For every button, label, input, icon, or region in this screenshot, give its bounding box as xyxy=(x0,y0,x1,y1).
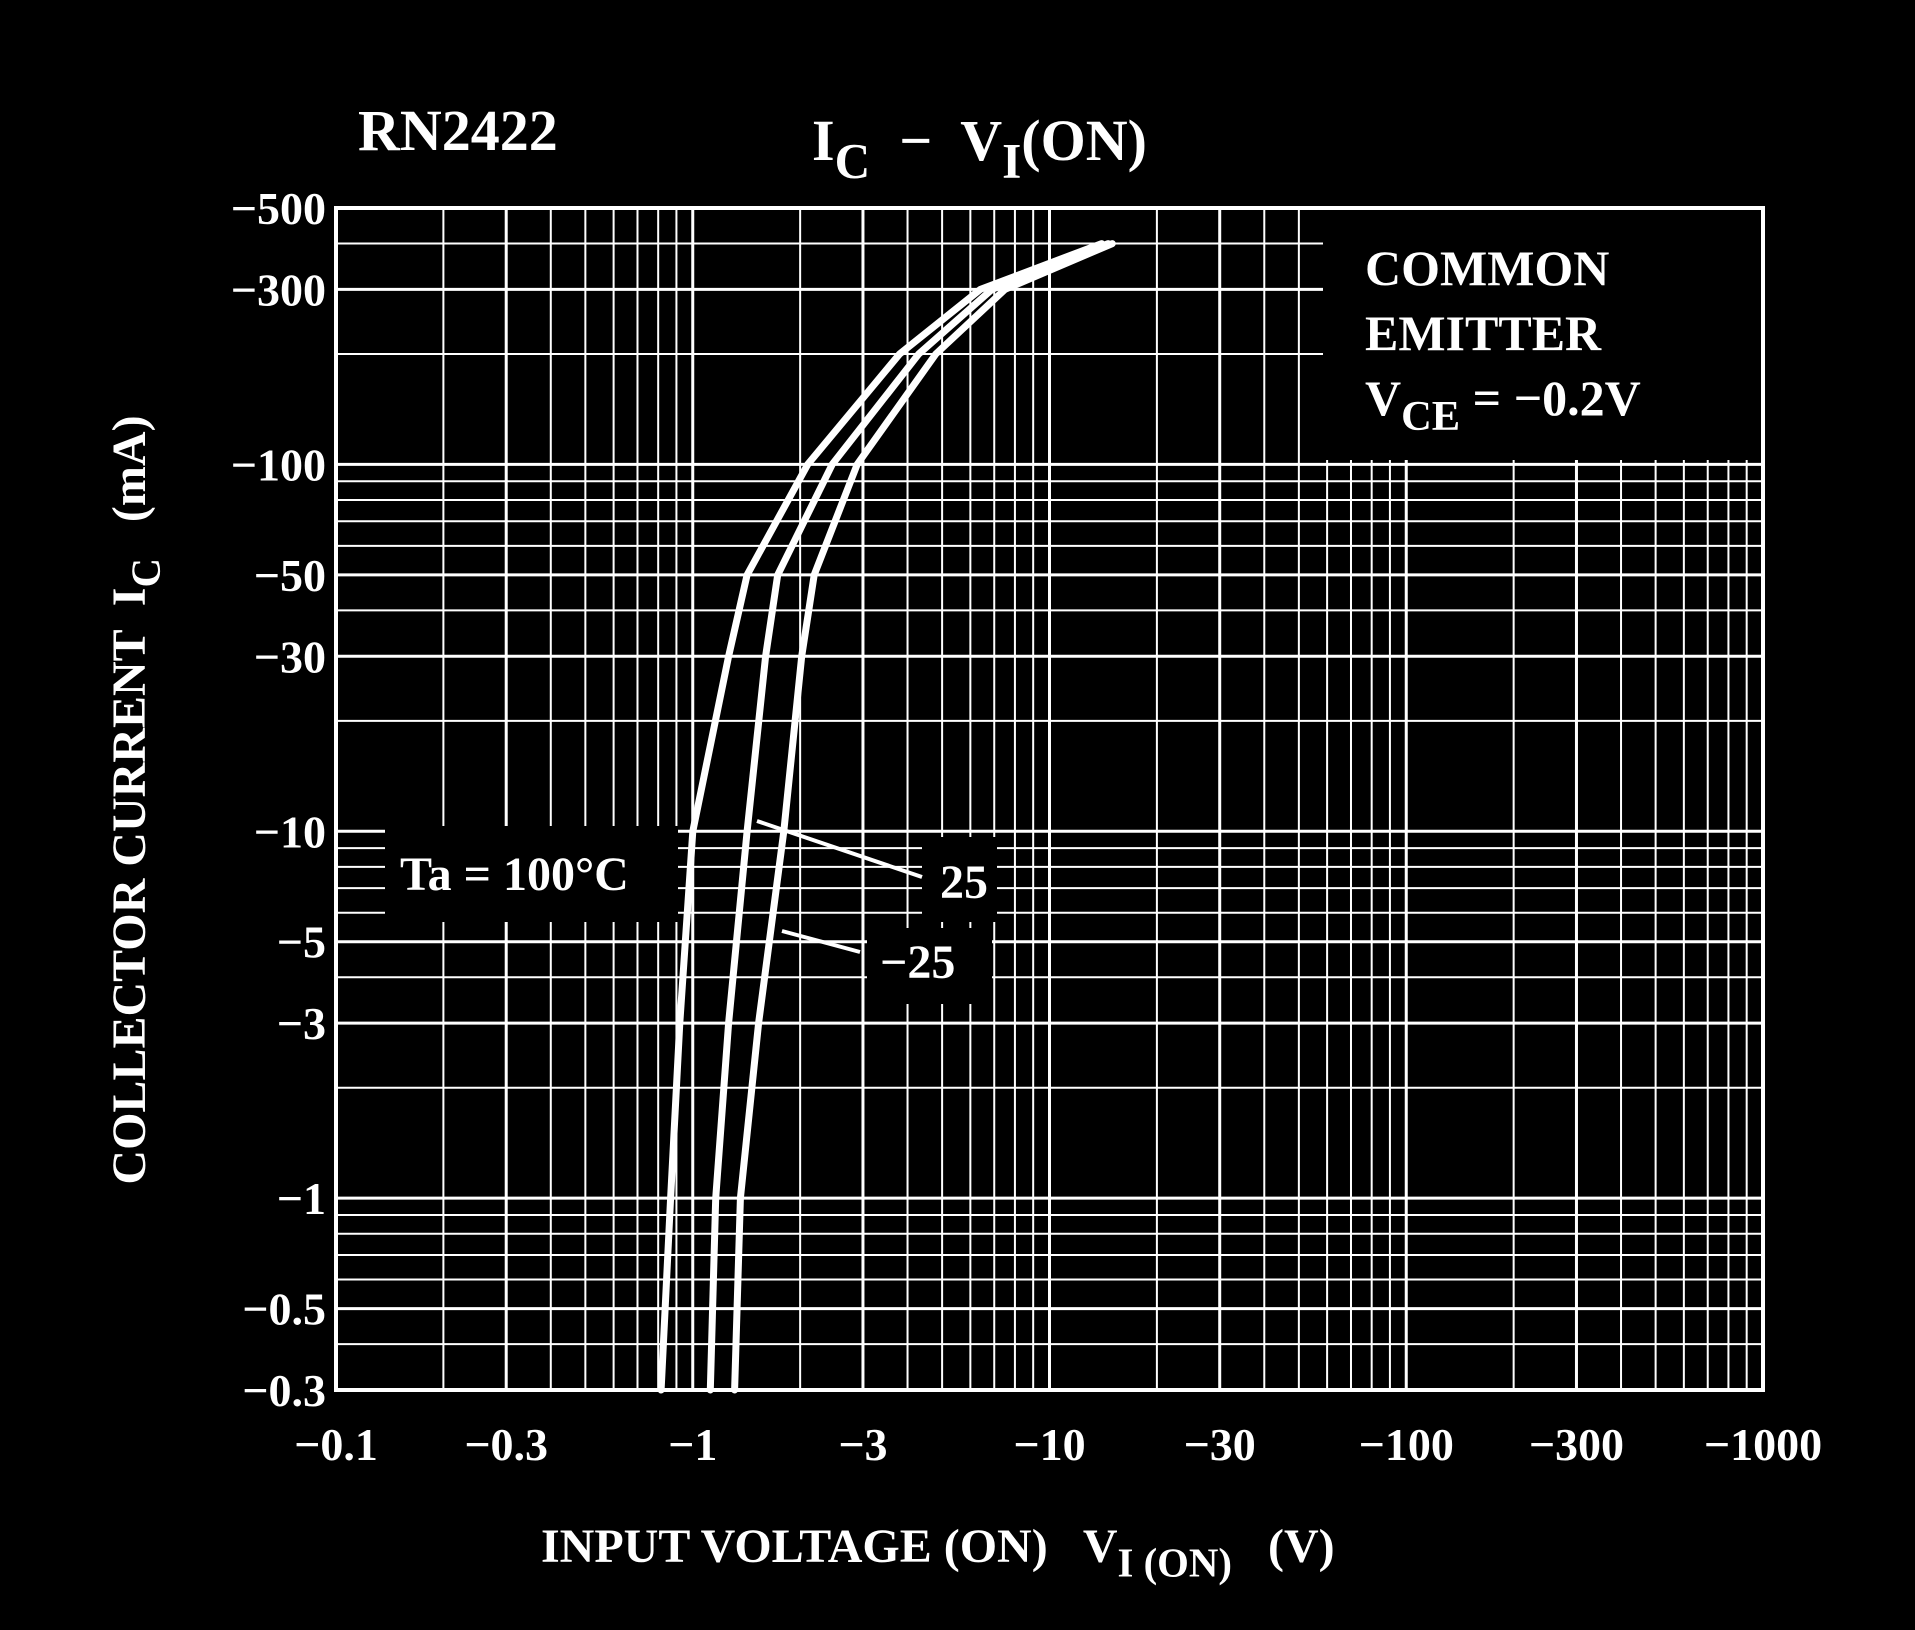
note-line: EMITTER xyxy=(1365,305,1602,361)
x-axis-label-part: I (ON) xyxy=(1118,1540,1232,1585)
note-box xyxy=(1323,210,1761,460)
y-axis-label-part: (mA) xyxy=(103,415,156,558)
series-label-box xyxy=(922,837,997,922)
y-tick-label: −0.3 xyxy=(242,1365,326,1416)
y-axis-label-part: COLLECTOR CURRENT I xyxy=(103,588,156,1185)
series-label-box xyxy=(867,928,992,1004)
y-tick-label: −5 xyxy=(277,917,326,968)
series-line xyxy=(731,240,1116,1394)
x-tick-label: −10 xyxy=(1013,1419,1085,1470)
series-line xyxy=(706,240,1112,1394)
y-tick-label: −1 xyxy=(277,1173,326,1224)
y-tick-label: −3 xyxy=(277,998,326,1049)
y-axis-label: COLLECTOR CURRENT IC (mA) xyxy=(103,415,168,1184)
note-condition-part: = −0.2V xyxy=(1460,370,1641,426)
chart-subtitle-part: (ON) xyxy=(1021,108,1147,173)
y-tick-label: −100 xyxy=(231,439,326,490)
chart-title: RN2422 xyxy=(358,98,558,163)
chart-subtitle-part: I xyxy=(1002,133,1021,188)
series-label-box xyxy=(385,826,678,922)
x-tick-label: −0.3 xyxy=(464,1419,548,1470)
series-label: Ta = 100°C xyxy=(400,848,629,901)
series-label: −25 xyxy=(880,936,955,989)
note-condition-part: V xyxy=(1365,370,1401,426)
x-tick-label: −0.1 xyxy=(294,1419,378,1470)
series-label: 25 xyxy=(940,856,988,909)
note-condition: VCE = −0.2V xyxy=(1365,370,1641,440)
x-tick-label: −1 xyxy=(668,1419,717,1470)
series-line xyxy=(657,240,1106,1394)
y-tick-label: −500 xyxy=(231,183,326,234)
note-condition-part: CE xyxy=(1401,393,1460,440)
x-tick-label: −300 xyxy=(1529,1419,1624,1470)
x-tick-label: −1000 xyxy=(1704,1419,1822,1470)
x-axis-label: INPUT VOLTAGE (ON) VI (ON) (V) xyxy=(541,1520,1335,1585)
leader-line xyxy=(756,819,923,879)
y-tick-label: −30 xyxy=(254,631,326,682)
x-tick-label: −3 xyxy=(838,1419,887,1470)
chart-subtitle: IC − VI(ON) xyxy=(812,108,1147,188)
y-tick-label: −300 xyxy=(231,264,326,315)
plot-frame xyxy=(334,206,1765,1392)
x-axis-label-part: INPUT VOLTAGE (ON) V xyxy=(541,1520,1118,1573)
chart-subtitle-part: − V xyxy=(870,108,1002,173)
y-axis-label-part: C xyxy=(123,558,168,587)
y-tick-label: −50 xyxy=(254,550,326,601)
y-tick-label: −10 xyxy=(254,806,326,857)
x-axis-label-part: (V) xyxy=(1232,1520,1335,1573)
chart-subtitle-part: C xyxy=(835,133,871,188)
note-line: COMMON xyxy=(1365,240,1609,296)
x-tick-label: −100 xyxy=(1359,1419,1454,1470)
y-tick-label: −0.5 xyxy=(242,1284,326,1335)
leader-line xyxy=(781,929,861,954)
x-tick-label: −30 xyxy=(1184,1419,1256,1470)
chart-subtitle-part: I xyxy=(812,108,835,173)
